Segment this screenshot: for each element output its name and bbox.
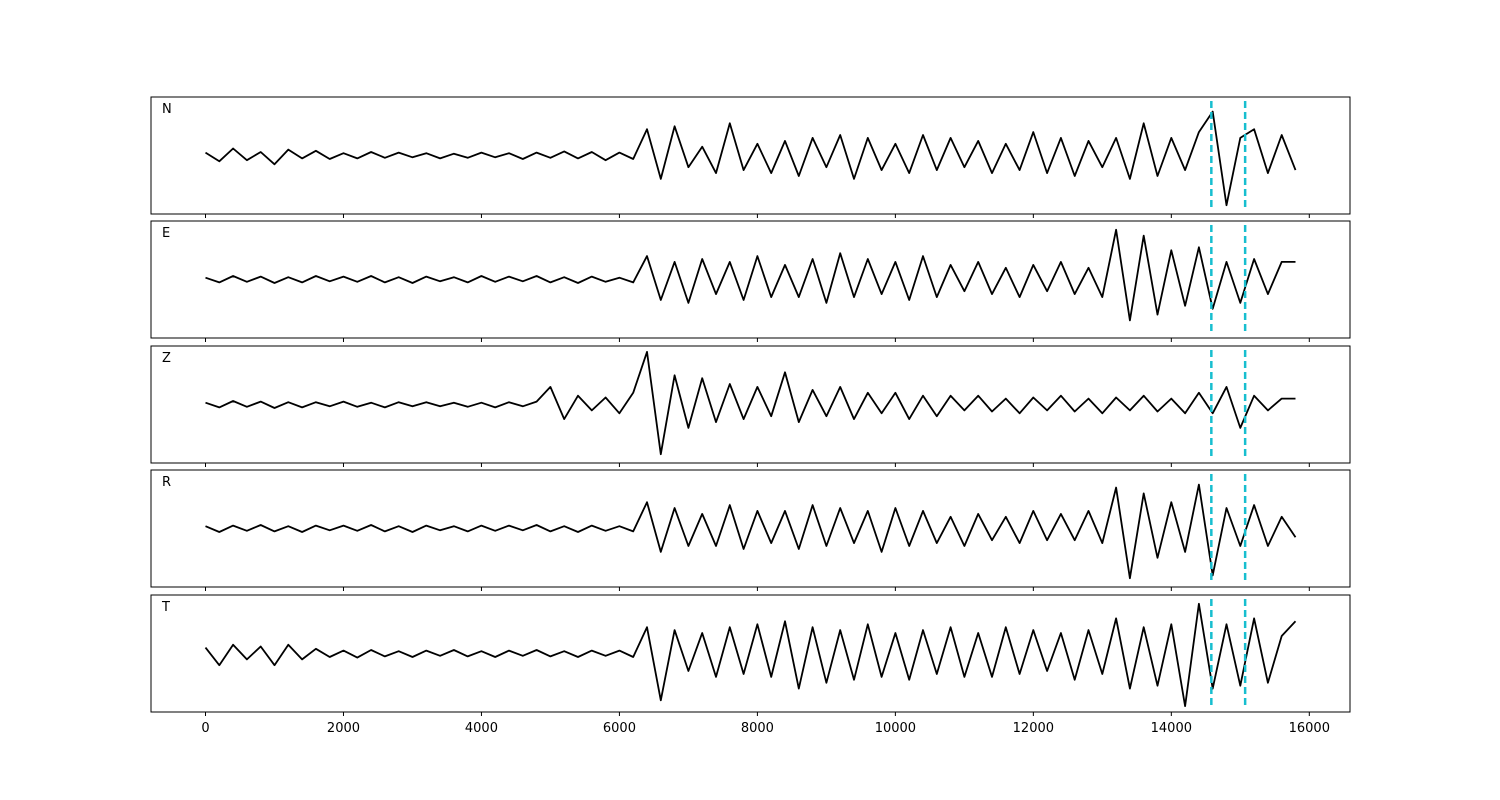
panel-label: R — [162, 475, 171, 490]
x-tick-label: 0 — [201, 721, 209, 736]
panel-label: Z — [162, 351, 171, 366]
x-tick-label: 12000 — [1013, 721, 1054, 736]
x-tick-label: 4000 — [465, 721, 498, 736]
trace — [205, 483, 1297, 580]
x-tick-label: 8000 — [741, 721, 774, 736]
x-tick-label: 2000 — [327, 721, 360, 736]
panel-frame — [150, 594, 1351, 713]
trace — [205, 228, 1296, 322]
trace — [205, 110, 1297, 207]
trace — [204, 602, 1297, 707]
panel-label: E — [162, 226, 170, 241]
panel-label: T — [161, 600, 170, 615]
x-tick-label: 6000 — [603, 721, 636, 736]
panel-frame — [150, 220, 1351, 339]
panel-frame — [150, 345, 1351, 464]
panel-frame — [150, 469, 1351, 588]
x-tick-label: 16000 — [1289, 721, 1330, 736]
x-tick-label: 14000 — [1151, 721, 1192, 736]
panel-frame — [150, 96, 1351, 215]
panel-label: N — [162, 102, 172, 117]
x-tick-label: 10000 — [875, 721, 916, 736]
trace — [205, 351, 1296, 456]
